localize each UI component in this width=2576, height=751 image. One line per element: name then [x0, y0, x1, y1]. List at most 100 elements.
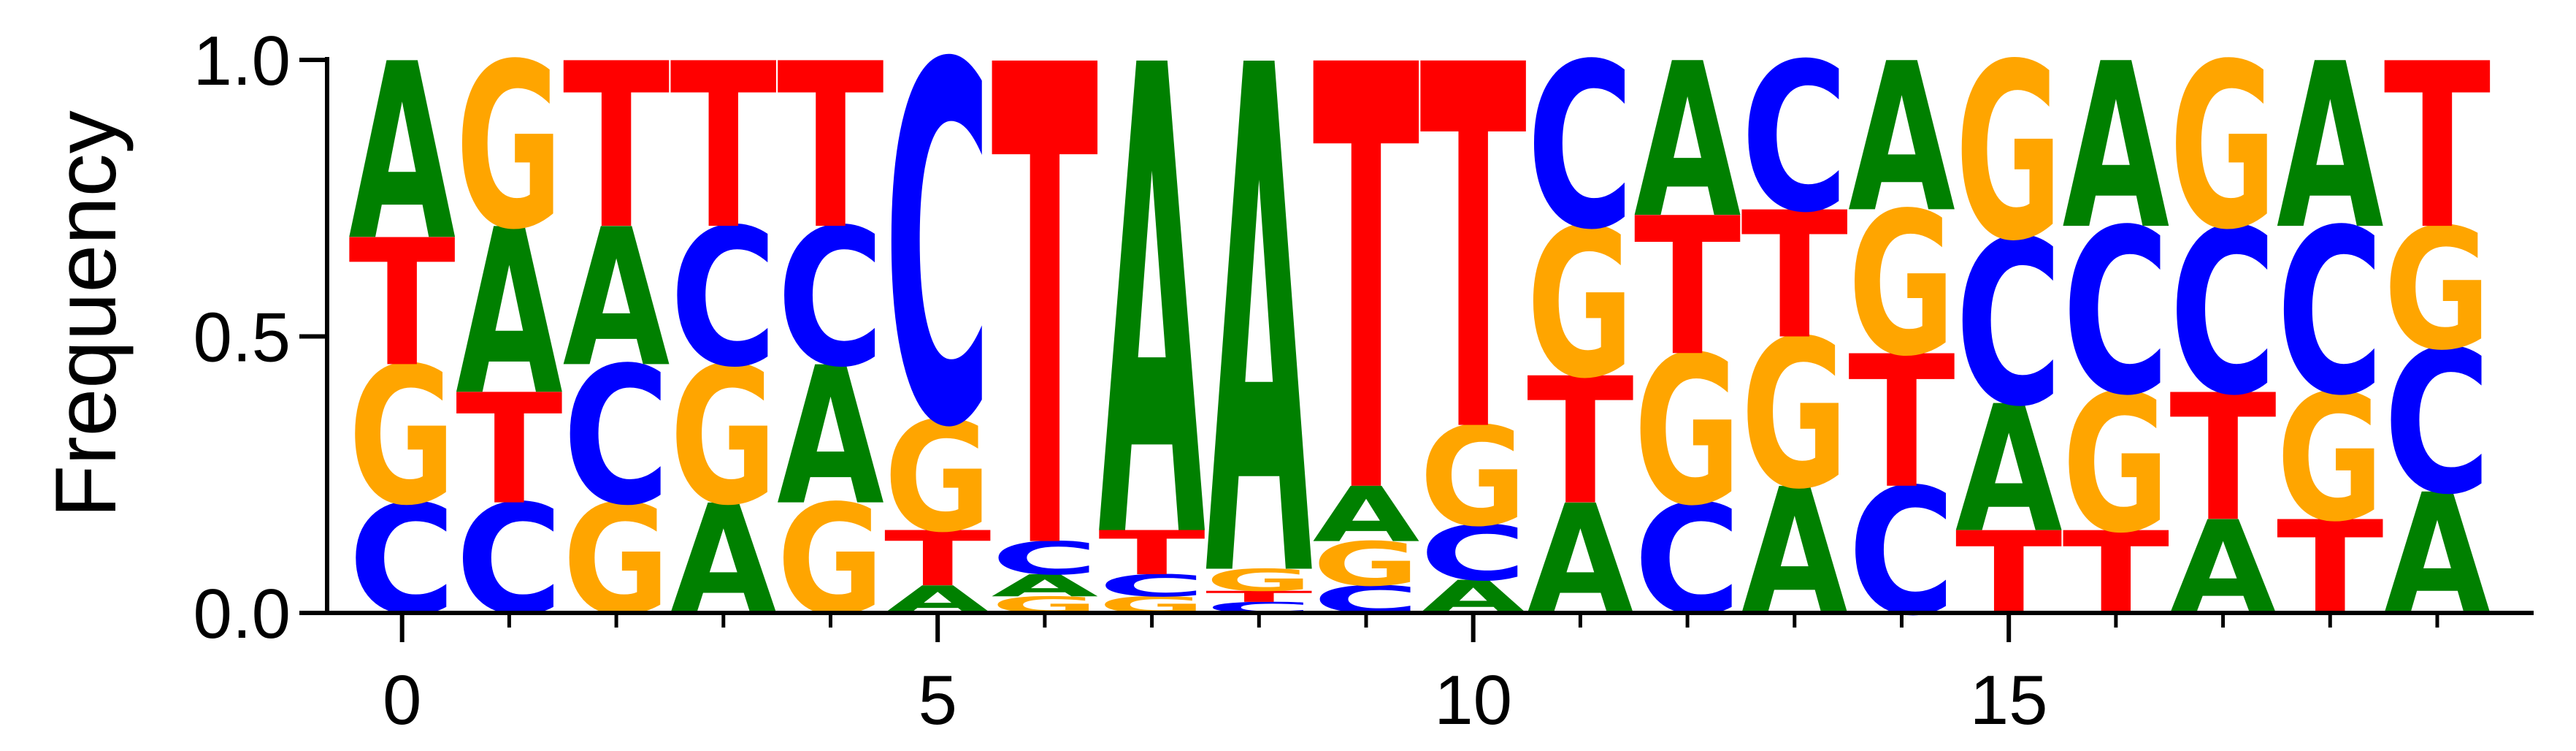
logo-letter-A-glyph: A	[1313, 471, 1420, 560]
logo-letter-A: A	[1098, 0, 1206, 682]
logo-letter-C: C	[563, 327, 670, 547]
logo-letter-G-glyph: G	[884, 389, 992, 566]
logo-letter-A: A	[1313, 471, 1420, 560]
logo-letter-T: T	[884, 515, 992, 603]
logo-letter-T-glyph: T	[884, 515, 992, 603]
x-tick-label: 15	[1970, 661, 2048, 739]
logo-letter-A: A	[2063, 15, 2171, 279]
logo-letter-A-glyph: A	[2277, 15, 2385, 279]
logo-letter-T: T	[1098, 519, 1205, 589]
logo-letter-T-glyph: T	[1848, 317, 1955, 529]
logo-letter-T: T	[1848, 317, 1955, 529]
logo-letter-G-glyph: G	[1313, 529, 1420, 599]
logo-letter-G: G	[1205, 563, 1313, 598]
logo-letter-C-glyph: C	[1419, 509, 1527, 598]
logo-letter-C: C	[1419, 509, 1527, 598]
logo-letter-C: C	[2169, 180, 2277, 446]
logo-letter-T: T	[1741, 175, 1848, 378]
logo-letter-C-glyph: C	[2277, 180, 2384, 446]
tick-marks	[299, 58, 2439, 642]
x-tick-label: 10	[1434, 661, 1512, 739]
logo-letter-A: A	[1955, 368, 2063, 571]
logo-letter-T: T	[777, 16, 885, 281]
y-axis-title: Frequency	[38, 110, 134, 518]
logo-letter-A-glyph: A	[1955, 368, 2063, 571]
logo-letter-A-glyph: A	[348, 12, 456, 294]
logo-letter-G-glyph: G	[348, 327, 456, 548]
logo-letter-C: C	[2063, 180, 2170, 446]
logo-letter-C-glyph: C	[777, 188, 884, 409]
logo-letter-T-glyph: T	[1419, 0, 1527, 544]
logo-letter-C-glyph: C	[1527, 15, 1634, 280]
logo-letter-G-glyph: G	[1848, 170, 1955, 400]
logo-letter-A-glyph: A	[563, 188, 670, 409]
logo-letter-A: A	[992, 568, 1099, 603]
logo-letter-T: T	[2384, 16, 2492, 281]
logo-letter-T-glyph: T	[1313, 0, 1421, 623]
logo-letter-G-glyph: G	[1527, 186, 1634, 424]
logo-letter-G: G	[348, 327, 456, 548]
logo-letter-T-glyph: T	[670, 16, 778, 281]
logo-letter-C-glyph: C	[1955, 191, 2063, 457]
logo-letter-T-glyph: T	[2384, 16, 2492, 281]
y-tick-label: 0.5	[193, 299, 291, 377]
logo-letter-T-glyph: T	[1741, 175, 1848, 378]
logo-letter-C-glyph: C	[884, 0, 992, 536]
logo-letter-C: C	[992, 532, 1099, 584]
logo-letter-C-glyph: C	[563, 327, 670, 547]
x-tick-label: 5	[918, 661, 957, 739]
logo-letter-C: C	[884, 0, 992, 536]
y-tick-label: 1.0	[193, 22, 291, 100]
logo-letter-T: T	[2169, 357, 2277, 560]
logo-letter-C: C	[2277, 180, 2384, 446]
logo-letter-G-glyph: G	[2169, 15, 2277, 280]
logo-letter-G: G	[2384, 194, 2491, 387]
logo-letter-A-glyph: A	[1848, 20, 1955, 259]
y-tick-label: 0.0	[193, 575, 291, 653]
logo-letter-T: T	[456, 362, 563, 538]
logo-letter-C-glyph: C	[2384, 309, 2491, 538]
logo-letter-G: G	[1419, 398, 1527, 557]
logo-letter-C: C	[1955, 191, 2063, 457]
logo-letter-C-glyph: C	[2063, 180, 2170, 446]
x-tick-label: 0	[383, 661, 421, 739]
logo-letter-A-glyph: A	[777, 327, 884, 548]
logo-letter-A-glyph: A	[456, 181, 564, 446]
logo-letter-G: G	[2277, 357, 2384, 560]
logo-letter-C: C	[1098, 568, 1205, 603]
logo-letter-T-glyph: T	[777, 16, 885, 281]
logo-letter-T: T	[992, 0, 1100, 697]
logo-letter-C: C	[1527, 15, 1634, 280]
logo-letter-G-glyph: G	[1205, 563, 1313, 598]
logo-letter-T: T	[563, 16, 671, 281]
logo-letter-G-glyph: G	[1634, 313, 1741, 551]
logo-letter-T: T	[1527, 340, 1634, 544]
logo-letter-T: T	[1634, 178, 1741, 399]
logo-letter-A: A	[1634, 18, 1741, 265]
tick-labels: 0.0 0.5 1.0 0 5 10 15	[193, 22, 2048, 739]
logo-letter-C: C	[1741, 20, 1848, 258]
logo-letter-G: G	[2169, 15, 2277, 280]
logo-letter-G: G	[670, 327, 777, 548]
logo-letter-A: A	[1848, 20, 1955, 259]
logo-letter-A: A	[563, 188, 670, 409]
logo-letter-G: G	[1313, 529, 1420, 599]
logo-letter-T: T	[1419, 0, 1527, 544]
logo-letter-T-glyph: T	[1634, 178, 1741, 399]
logo-letter-G: G	[884, 389, 992, 566]
logo-letter-G: G	[1527, 186, 1634, 424]
logo-letter-G-glyph: G	[1741, 297, 1848, 534]
logo-letter-C: C	[2384, 309, 2491, 538]
logo-letter-T: T	[670, 16, 778, 281]
logo-letter-T-glyph: T	[348, 202, 456, 405]
logo-letter-G-glyph: G	[2063, 354, 2170, 575]
logo-letter-T-glyph: T	[992, 0, 1100, 697]
logo-letter-G-glyph: G	[670, 327, 777, 548]
logo-letter-G-glyph: G	[2277, 357, 2384, 560]
logo-letter-A: A	[2277, 15, 2385, 279]
logo-letter-G: G	[1955, 12, 2063, 294]
logo-letter-C: C	[670, 188, 777, 409]
logo-letter-C: C	[777, 188, 884, 409]
